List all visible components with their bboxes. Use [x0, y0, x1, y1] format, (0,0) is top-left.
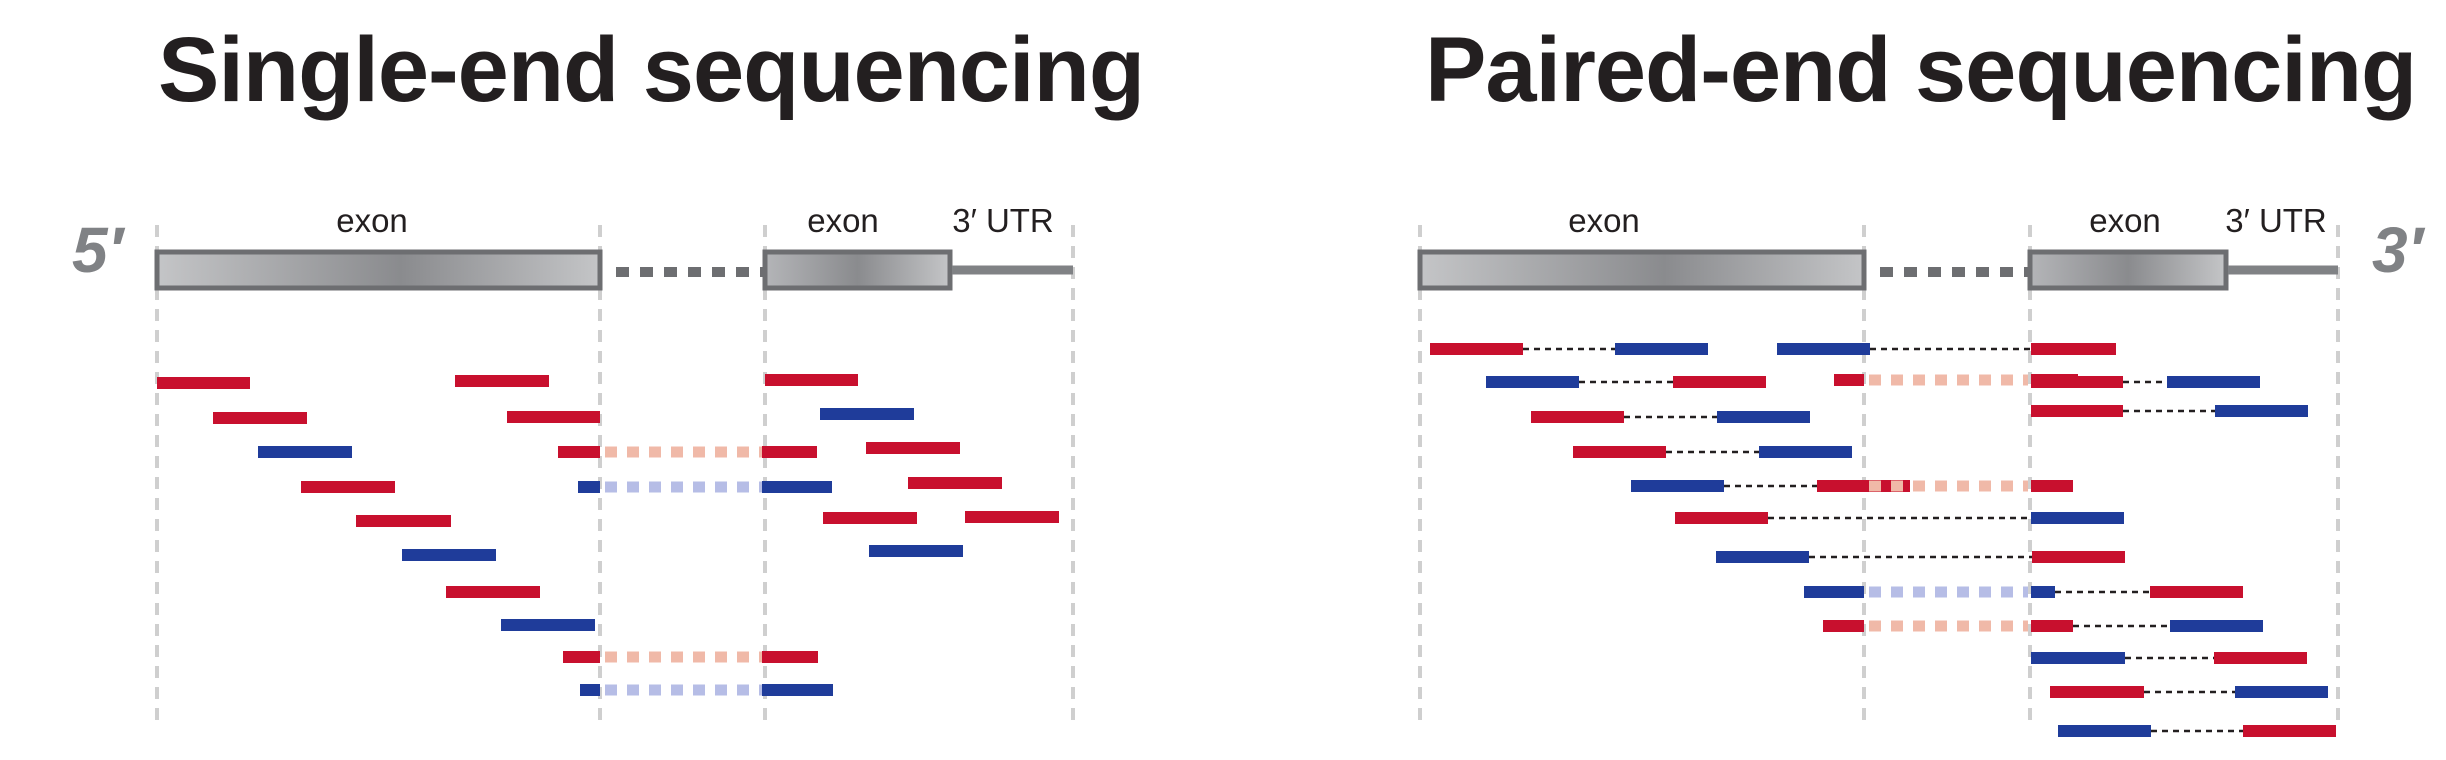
single-end-panel: exon exon 3′ UTR	[154, 202, 1075, 725]
exon-box	[2027, 249, 2229, 291]
paired-end-panel: exon exon 3′ UTR	[1417, 202, 2340, 737]
five-prime-label: 5′	[72, 214, 126, 286]
utr-label: 3′ UTR	[2225, 202, 2327, 239]
exon-label: exon	[1568, 202, 1640, 239]
exon-box	[154, 249, 603, 291]
exon-label: exon	[807, 202, 879, 239]
utr-label: 3′ UTR	[952, 202, 1054, 239]
exon-label: exon	[2089, 202, 2161, 239]
three-prime-label: 3′	[2372, 214, 2426, 286]
single-end-title: Single-end sequencing	[158, 19, 1145, 121]
exon-box	[1417, 249, 1867, 291]
paired-end-title: Paired-end sequencing	[1425, 19, 2417, 121]
exon-box	[762, 249, 953, 291]
exon-label: exon	[336, 202, 408, 239]
